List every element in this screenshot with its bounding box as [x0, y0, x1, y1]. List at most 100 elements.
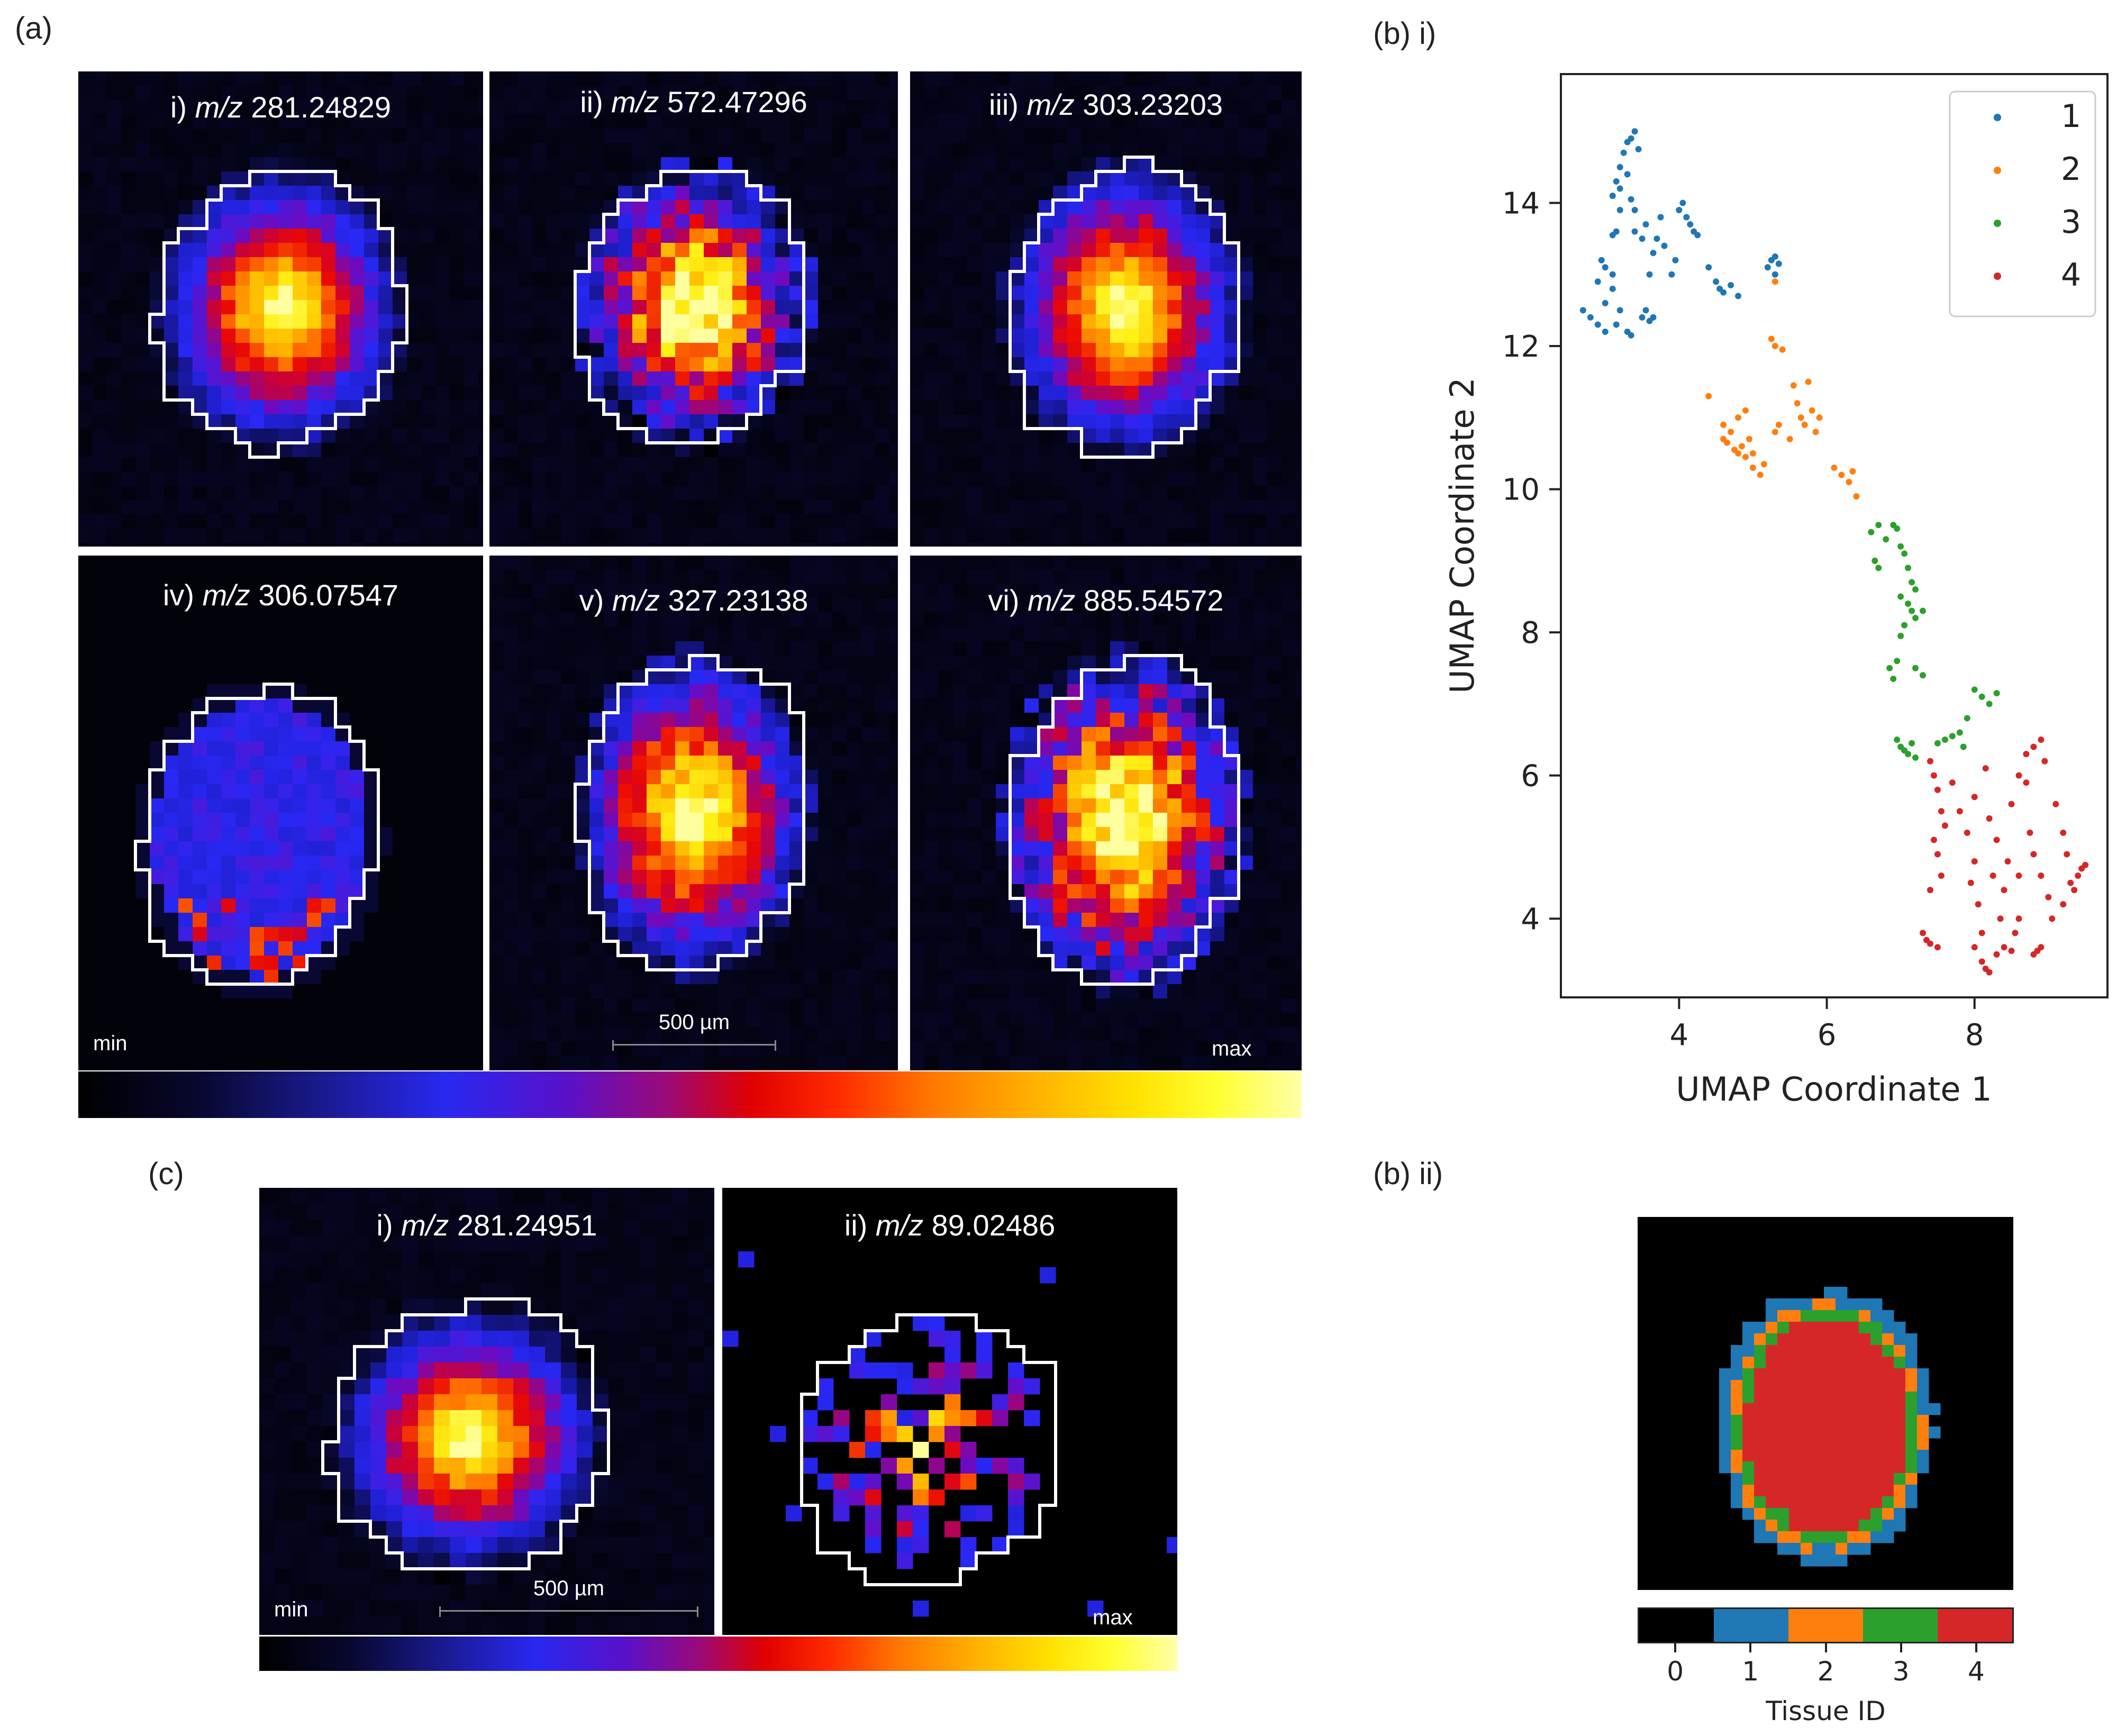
tissue-pixel-4	[1847, 1415, 1859, 1427]
tissue-pixel-4	[1754, 1368, 1766, 1380]
ion-image-heatmap	[259, 1188, 714, 1635]
tissue-tick-label: 4	[1967, 1656, 1985, 1687]
scatter-point-cluster-4	[2075, 872, 2082, 879]
scatter-point-cluster-4	[1982, 765, 1989, 772]
tissue-pixel-2	[1917, 1415, 1929, 1427]
tissue-pixel-4	[1894, 1368, 1906, 1380]
tissue-pixel-4	[1742, 1450, 1755, 1462]
tissue-pixel-2	[1754, 1333, 1766, 1346]
tissue-pixel-4	[1882, 1392, 1894, 1404]
scatter-point-cluster-1	[1650, 250, 1657, 257]
scatter-point-cluster-1	[1616, 307, 1623, 314]
tissue-pixel-1	[1766, 1298, 1778, 1311]
tissue-outline	[321, 1297, 610, 1570]
tissue-pixel-2	[1882, 1333, 1894, 1346]
tissue-pixel-4	[1847, 1322, 1859, 1334]
scatter-point-cluster-3	[1909, 740, 1915, 747]
scatter-point-cluster-3	[1905, 601, 1912, 607]
tissue-pixel-4	[1870, 1380, 1883, 1392]
tissue-pixel-3	[1731, 1415, 1743, 1427]
scatter-point-cluster-2	[1760, 461, 1767, 468]
tissue-outline	[574, 654, 805, 971]
tissue-pixel-4	[1766, 1368, 1778, 1380]
scatter-point-cluster-3	[1905, 751, 1912, 758]
scatter-point-cluster-2	[1812, 429, 1819, 435]
tissue-pixel-4	[1801, 1438, 1813, 1450]
scatter-point-cluster-1	[1628, 196, 1634, 203]
scatter-point-cluster-4	[1927, 940, 1933, 947]
scatter-point-cluster-4	[2015, 915, 2022, 922]
tissue-pixel-4	[1812, 1380, 1824, 1392]
scatter-point-cluster-4	[1920, 930, 1927, 937]
scatter-point-cluster-4	[1964, 829, 1970, 836]
heatmap-pixels	[489, 556, 898, 1070]
tissue-pixel-2	[1836, 1543, 1848, 1555]
tissue-pixel-4	[1777, 1438, 1789, 1450]
scatter-point-cluster-3	[1920, 607, 1927, 614]
tissue-pixel-3	[1905, 1415, 1918, 1427]
tissue-pixel-2	[1894, 1345, 1906, 1357]
tissue-pixel-1	[1870, 1310, 1883, 1322]
tissue-pixel-4	[1789, 1322, 1801, 1334]
scatter-point-cluster-1	[1735, 293, 1742, 299]
tile-title: ii) m/z 89.02486	[844, 1208, 1056, 1242]
scatter-point-cluster-4	[1949, 779, 1956, 786]
scatter-point-cluster-4	[1993, 837, 2000, 843]
tissue-pixel-1	[1812, 1543, 1824, 1555]
ion-image-tile-c-ii: ii) m/z 89.02486 max	[722, 1188, 1177, 1635]
tissue-pixel-4	[1836, 1473, 1848, 1485]
scatter-point-cluster-4	[2008, 948, 2015, 955]
scatter-point-cluster-3	[1894, 525, 1901, 532]
tissue-pixel-3	[1777, 1508, 1789, 1520]
tissue-pixel-4	[1847, 1461, 1859, 1474]
scatter-point-cluster-4	[2030, 851, 2037, 858]
scatter-point-cluster-3	[1971, 686, 1978, 693]
scatter-point-cluster-1	[1672, 257, 1679, 263]
scatter-point-cluster-4	[1927, 887, 1933, 894]
scatter-point-cluster-2	[1797, 414, 1804, 421]
tissue-pixel-4	[1766, 1426, 1778, 1439]
tissue-pixel-4	[1777, 1345, 1789, 1357]
scatter-point-cluster-4	[2001, 944, 2007, 951]
tissue-pixel-1	[1777, 1543, 1789, 1555]
tissue-pixel-2	[1789, 1531, 1801, 1543]
tissue-pixel-1	[1836, 1555, 1848, 1567]
scatter-point-cluster-4	[1938, 872, 1945, 879]
scatter-point-cluster-1	[1775, 260, 1782, 267]
tissue-outline	[800, 1313, 1057, 1586]
tissue-pixel-4	[1824, 1368, 1836, 1380]
tissue-pixel-4	[1766, 1485, 1778, 1497]
scatter-point-cluster-3	[1993, 690, 2000, 697]
tissue-pixel-4	[1847, 1368, 1859, 1380]
y-tick-label: 14	[1502, 186, 1540, 221]
tissue-pixel-1	[1905, 1485, 1918, 1497]
scatter-point-cluster-1	[1609, 285, 1616, 292]
ion-image-tile-c-i: i) m/z 281.24951 min 500 µm	[259, 1188, 714, 1635]
tissue-pixel-3	[1766, 1508, 1778, 1520]
scatter-point-cluster-4	[1971, 794, 1978, 801]
tissue-pixel-4	[1824, 1392, 1836, 1404]
tissue-pixel-4	[1859, 1415, 1871, 1427]
scatter-point-cluster-2	[1775, 421, 1782, 428]
tissue-pixel-4	[1847, 1403, 1859, 1415]
tissue-pixel-1	[1894, 1520, 1906, 1532]
scatter-point-cluster-3	[1897, 632, 1904, 639]
tissue-pixel-4	[1882, 1485, 1894, 1497]
scatter-point-cluster-4	[2038, 737, 2045, 743]
tissue-pixel-4	[1882, 1473, 1894, 1485]
scatter-point-cluster-1	[1713, 278, 1720, 285]
tissue-pixel-2	[1917, 1438, 1929, 1450]
tissue-pixel-4	[1836, 1485, 1848, 1497]
legend-label-2: 2	[2061, 151, 2081, 188]
tissue-pixel-4	[1870, 1473, 1883, 1485]
scatter-point-cluster-2	[1794, 400, 1801, 407]
scatter-point-cluster-4	[2012, 930, 2019, 937]
y-tick-label: 6	[1521, 759, 1540, 794]
scatter-point-cluster-4	[1986, 969, 1993, 976]
scatter-point-cluster-1	[1616, 207, 1623, 214]
tissue-pixel-4	[1894, 1426, 1906, 1439]
scatter-point-cluster-4	[1997, 915, 2004, 922]
scatter-point-cluster-1	[1609, 271, 1616, 278]
scatter-point-cluster-4	[1938, 808, 1945, 815]
